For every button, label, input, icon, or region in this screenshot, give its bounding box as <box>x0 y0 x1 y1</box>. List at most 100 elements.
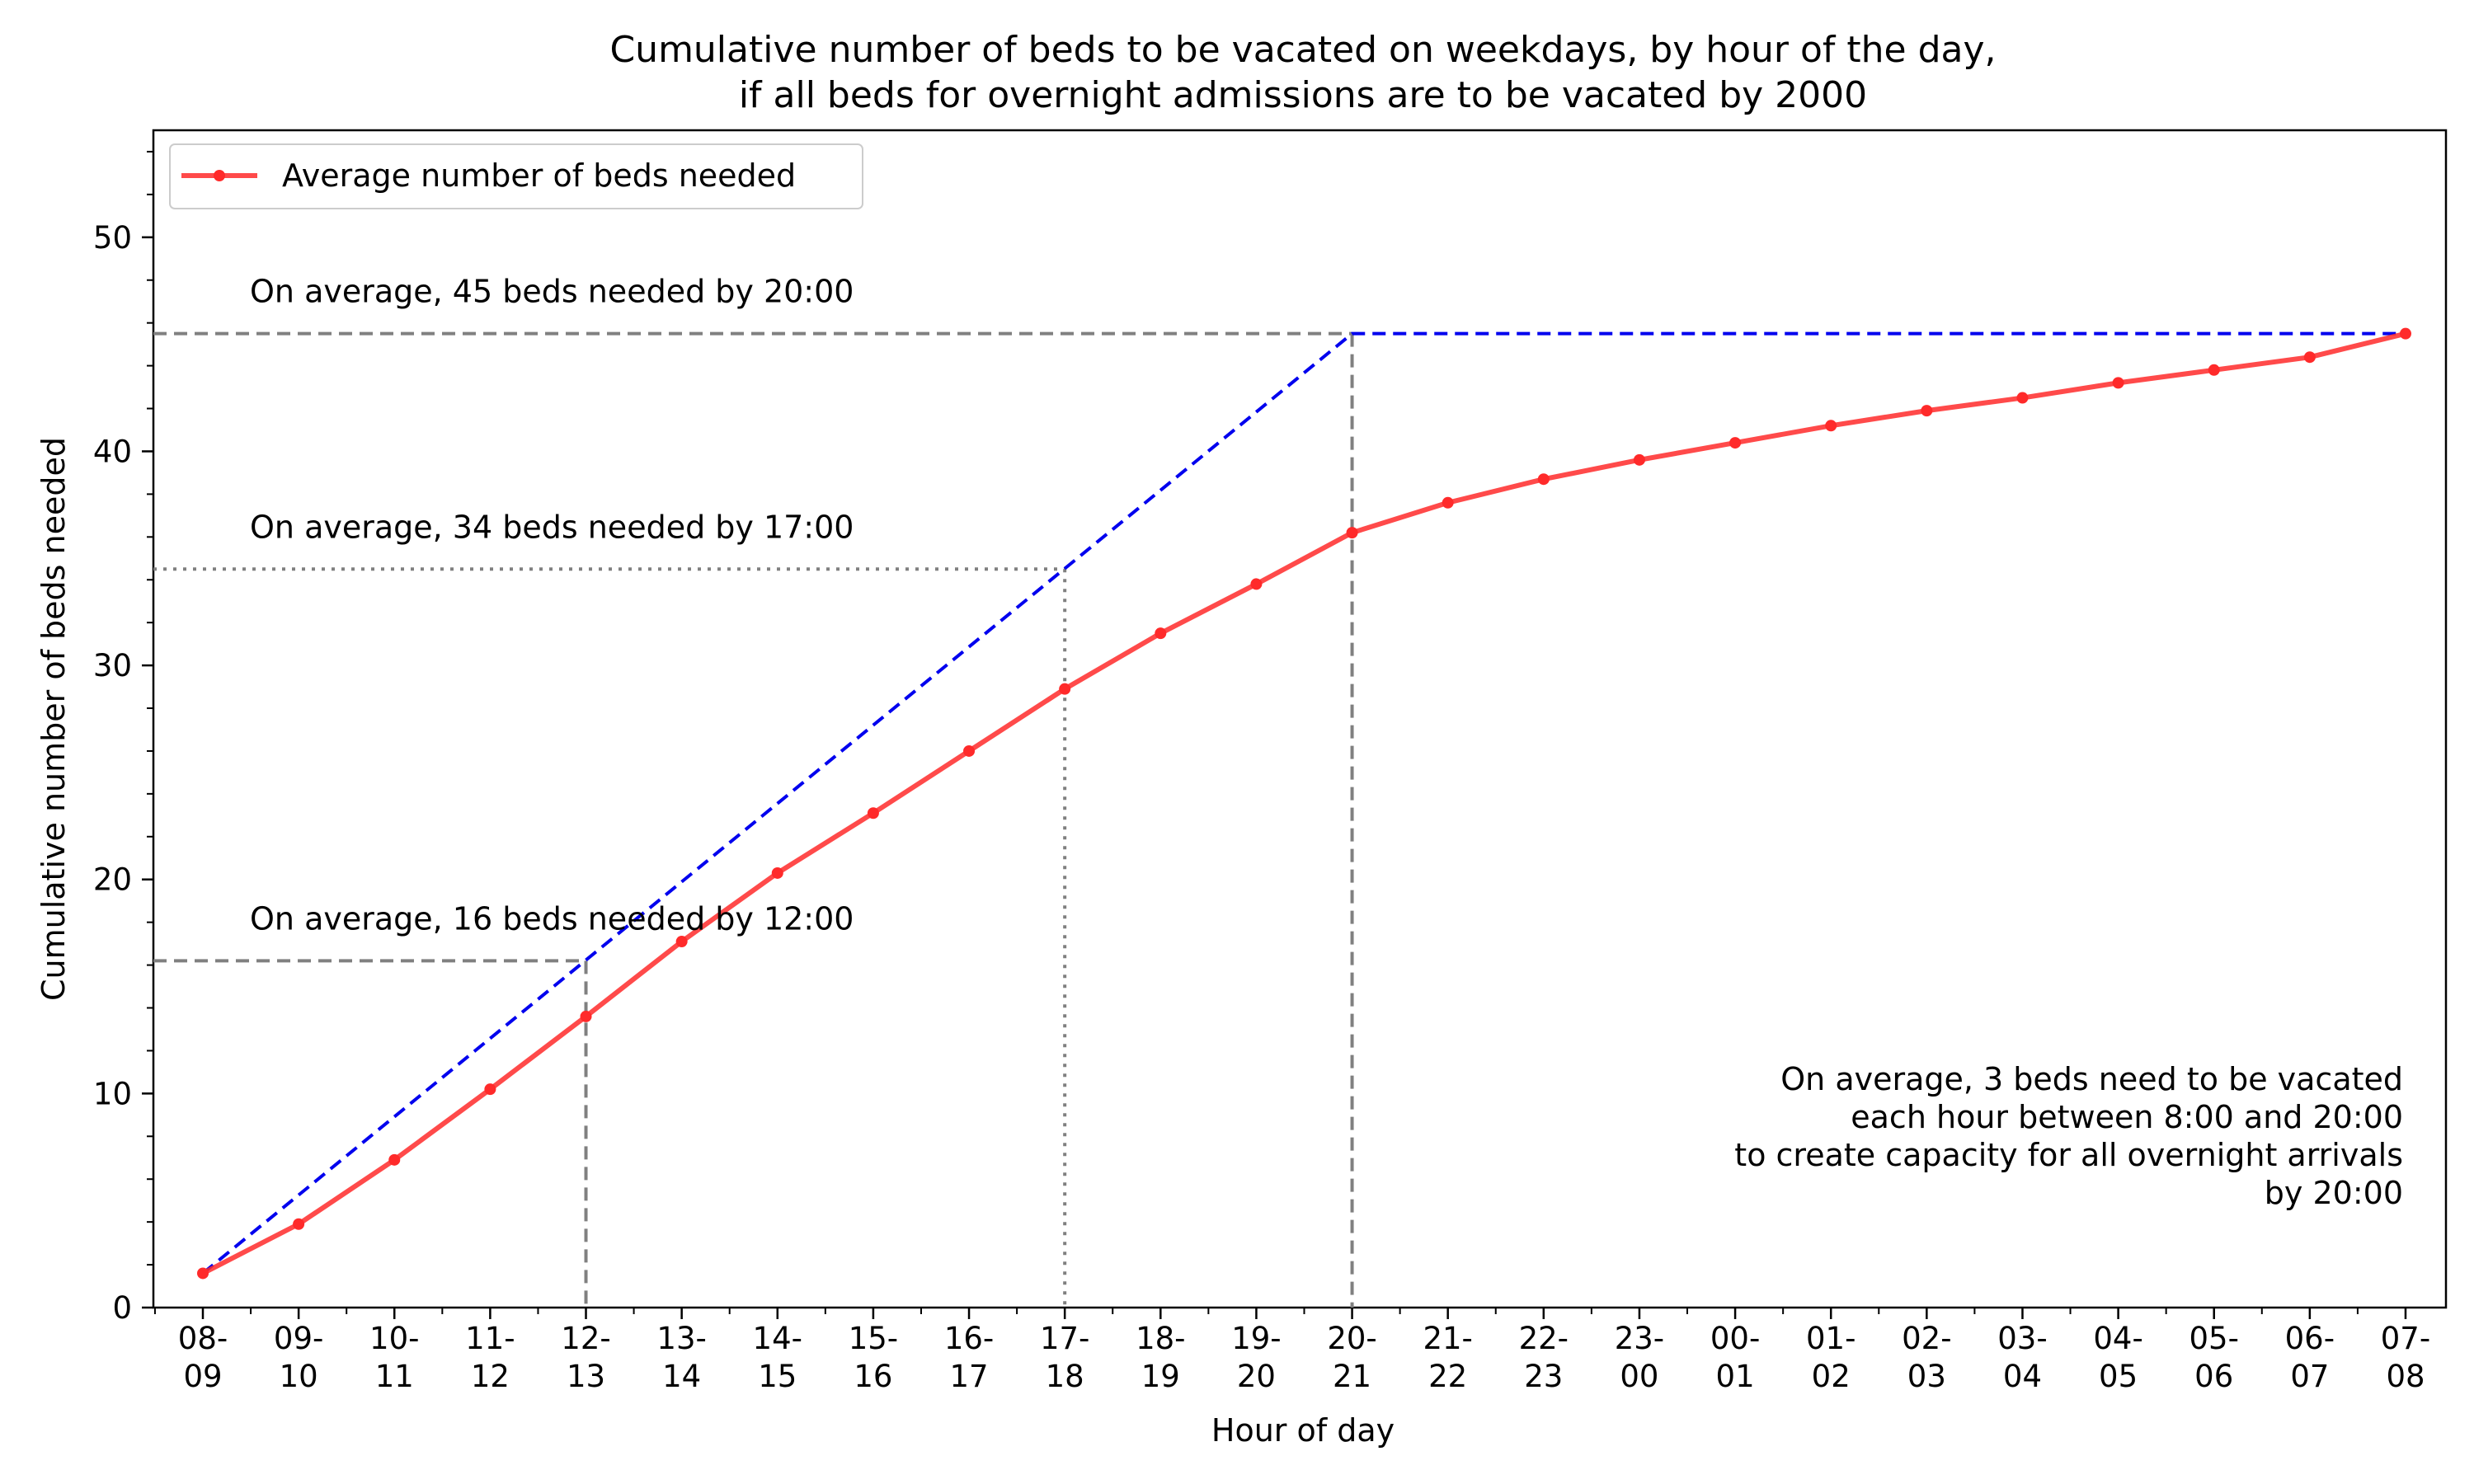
reference-label: On average, 16 beds needed by 12:00 <box>250 900 854 937</box>
target-line-group <box>201 331 2406 1275</box>
x-tick-label: 21- <box>1423 1321 1472 1356</box>
x-tick-label: 16- <box>944 1321 994 1356</box>
plot-area-frame <box>152 129 2448 1309</box>
capacity-annotation: On average, 3 beds need to be vacatedeac… <box>1734 1061 2403 1211</box>
annotation-line: each hour between 8:00 and 20:00 <box>1851 1099 2403 1135</box>
legend-box <box>169 143 863 209</box>
x-tick-label: 18 <box>1046 1359 1084 1394</box>
x-tick-label: 07 <box>2290 1359 2329 1394</box>
y-tick-label: 20 <box>93 862 132 898</box>
x-axis-label: Hour of day <box>1211 1412 1395 1449</box>
series-line <box>201 331 2406 1276</box>
series-point <box>484 1083 496 1096</box>
x-axis: 08-0909-1010-1111-1212-1313-1414-1515-16… <box>153 1308 2430 1394</box>
series-point <box>1921 405 1933 417</box>
y-tick-label: 10 <box>93 1076 132 1111</box>
x-tick-label: 03- <box>1997 1321 2047 1356</box>
x-tick-label: 00 <box>1620 1359 1658 1394</box>
x-tick-label: 15 <box>758 1359 797 1394</box>
series-point <box>2016 392 2029 404</box>
x-tick-label: 14- <box>753 1321 802 1356</box>
series-point <box>1729 437 1742 449</box>
series-point <box>675 936 688 948</box>
x-tick-label: 05- <box>2189 1321 2239 1356</box>
x-tick-label: 20- <box>1327 1321 1376 1356</box>
x-tick-label: 17- <box>1040 1321 1089 1356</box>
x-tick-label: 20 <box>1237 1359 1276 1394</box>
series-point <box>580 1010 592 1022</box>
series-point <box>2112 377 2124 389</box>
annotation-line: to create capacity for all overnight arr… <box>1734 1137 2403 1173</box>
x-tick-label: 15- <box>849 1321 898 1356</box>
x-tick-label: 06- <box>2285 1321 2335 1356</box>
x-tick-label: 12- <box>561 1321 610 1356</box>
x-tick-label: 14 <box>662 1359 701 1394</box>
x-tick-label: 02 <box>1812 1359 1851 1394</box>
y-tick-label: 50 <box>93 220 132 256</box>
series-point <box>388 1153 401 1166</box>
series-point <box>771 866 783 879</box>
reference-lines <box>153 331 1354 1308</box>
series-point <box>1250 578 1263 590</box>
x-tick-label: 04- <box>2093 1321 2142 1356</box>
series-point <box>1059 683 1071 695</box>
series-point <box>1442 496 1454 509</box>
y-tick-label: 30 <box>93 648 132 683</box>
x-tick-label: 18- <box>1136 1321 1185 1356</box>
x-tick-label: 23 <box>1524 1359 1563 1394</box>
x-tick-label: 13- <box>656 1321 706 1356</box>
series-point <box>1825 420 1837 432</box>
y-axis: 0 10 20 30 40 50 <box>93 150 153 1326</box>
series-point <box>963 744 976 757</box>
x-tick-label: 21 <box>1333 1359 1371 1394</box>
x-tick-label: 01- <box>1806 1321 1856 1356</box>
x-tick-label: 22- <box>1519 1321 1569 1356</box>
x-tick-label: 02- <box>1902 1321 1951 1356</box>
x-tick-label: 13 <box>567 1359 605 1394</box>
x-tick-label: 06 <box>2194 1359 2233 1394</box>
series-point <box>867 807 879 819</box>
legend: Average number of beds needed <box>169 143 863 209</box>
x-tick-label: 00- <box>1710 1321 1760 1356</box>
x-tick-label: 10 <box>280 1359 318 1394</box>
reference-label: On average, 34 beds needed by 17:00 <box>250 509 854 545</box>
series-point <box>293 1218 305 1230</box>
series-point <box>1633 453 1645 466</box>
chart-title-line-1: Cumulative number of beds to be vacated … <box>609 29 1996 71</box>
x-tick-label: 12 <box>471 1359 510 1394</box>
x-tick-label: 01 <box>1716 1359 1755 1394</box>
target-line <box>201 331 2406 1275</box>
x-tick-label: 11- <box>465 1321 515 1356</box>
x-tick-label: 09- <box>274 1321 323 1356</box>
series-point <box>1346 527 1358 539</box>
series-group <box>197 327 2411 1280</box>
y-tick-label: 40 <box>93 434 132 469</box>
reference-label: On average, 45 beds needed by 20:00 <box>250 274 854 310</box>
x-tick-label: 11 <box>375 1359 414 1394</box>
x-tick-label: 05 <box>2099 1359 2138 1394</box>
reference-labels: On average, 45 beds needed by 20:00 On av… <box>250 274 854 937</box>
legend-series-name: Average number of beds needed <box>282 157 796 194</box>
series-point <box>2208 364 2220 376</box>
x-tick-label: 08 <box>2386 1359 2425 1394</box>
x-tick-label: 03 <box>1907 1359 1946 1394</box>
x-tick-label: 08- <box>178 1321 228 1356</box>
legend-marker-swatch <box>214 170 225 181</box>
y-axis-label: Cumulative number of beds needed <box>35 437 72 1001</box>
x-tick-label: 04 <box>2003 1359 2042 1394</box>
series-point <box>1537 473 1550 486</box>
x-tick-label: 17 <box>949 1359 988 1394</box>
x-tick-label: 22 <box>1428 1359 1467 1394</box>
x-tick-label: 10- <box>369 1321 419 1356</box>
x-tick-label: 19 <box>1141 1359 1180 1394</box>
x-tick-label: 23- <box>1615 1321 1664 1356</box>
series-point <box>2303 351 2316 364</box>
annotation-line: by 20:00 <box>2265 1175 2403 1211</box>
annotation-line: On average, 3 beds need to be vacated <box>1780 1061 2403 1097</box>
chart-title-line-2: if all beds for overnight admissions are… <box>739 74 1867 116</box>
series-point <box>1155 627 1167 640</box>
x-tick-label: 16 <box>854 1359 892 1394</box>
y-tick-label: 0 <box>112 1290 132 1326</box>
series-point <box>2399 327 2411 340</box>
